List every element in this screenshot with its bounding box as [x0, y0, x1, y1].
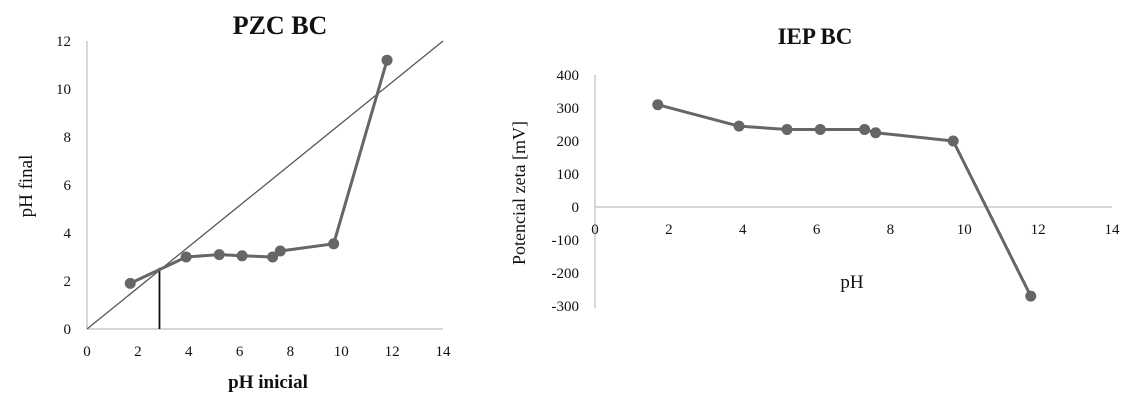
iep-y-tick-label: 200	[557, 134, 580, 150]
iep-data-point	[652, 99, 664, 111]
pzc-y-tick-label: 10	[56, 82, 71, 98]
pzc-x-tick-label: 0	[83, 344, 91, 360]
iep-chart: IEP BC pH Potencial zeta [mV] 0 2 4 6 8 10 12 1…	[509, 24, 1120, 315]
pzc-y-tick-label: 2	[64, 274, 72, 290]
pzc-data-point	[328, 238, 340, 250]
iep-series-line	[657, 103, 1033, 297]
iep-y-ticks: 400 300 200 100 0 -100 -200 -300	[552, 68, 580, 315]
iep-x-tick-label: 0	[591, 222, 599, 238]
pzc-y-tick-label: 0	[64, 322, 72, 338]
iep-data-point	[781, 123, 793, 135]
iep-data-point	[859, 123, 871, 135]
iep-data-point	[733, 120, 745, 132]
iep-points	[652, 99, 1037, 302]
pzc-reference-line	[86, 40, 444, 330]
iep-x-tick-label: 10	[957, 222, 972, 238]
pzc-x-tick-label: 10	[334, 344, 349, 360]
iep-data-point	[870, 127, 882, 139]
pzc-x-ticks: 0 2 4 6 8 10 12 14	[83, 344, 451, 360]
pzc-x-tick-label: 14	[436, 344, 452, 360]
pzc-data-point	[236, 250, 248, 262]
iep-data-point	[814, 123, 826, 135]
pzc-y-ticks: 0 2 4 6 8 10 12	[56, 34, 72, 338]
pzc-x-tick-label: 6	[236, 344, 244, 360]
pzc-data-point	[124, 277, 136, 289]
pzc-chart-title: PZC BC	[233, 11, 328, 40]
iep-chart-title: IEP BC	[778, 24, 853, 49]
iep-x-tick-label: 8	[887, 222, 895, 238]
pzc-series-line	[129, 59, 389, 285]
iep-y-tick-label: 100	[557, 167, 580, 183]
iep-x-tick-label: 6	[813, 222, 821, 238]
pzc-data-point	[267, 251, 279, 263]
pzc-y-tick-label: 6	[64, 178, 72, 194]
pzc-y-axis-label: pH final	[16, 155, 37, 218]
pzc-y-tick-label: 12	[56, 34, 71, 50]
pzc-x-tick-label: 2	[134, 344, 142, 360]
pzc-points	[124, 54, 393, 289]
iep-y-tick-label: 300	[557, 101, 580, 117]
pzc-x-axis-label: pH inicial	[228, 372, 308, 393]
iep-x-tick-label: 14	[1105, 222, 1121, 238]
iep-x-tick-label: 12	[1031, 222, 1046, 238]
pzc-x-tick-label: 4	[185, 344, 193, 360]
pzc-data-point	[180, 251, 192, 263]
iep-data-point	[947, 135, 959, 147]
pzc-x-tick-label: 8	[287, 344, 295, 360]
pzc-chart: PZC BC pH inicial pH final 0 2 4 6 8 10 12 14 0…	[16, 11, 451, 393]
iep-x-tick-label: 4	[739, 222, 747, 238]
pzc-data-point	[213, 249, 225, 261]
pzc-y-tick-label: 4	[64, 226, 72, 242]
iep-y-tick-label: 400	[557, 68, 580, 84]
pzc-x-tick-label: 12	[385, 344, 400, 360]
iep-x-tick-label: 2	[665, 222, 673, 238]
iep-y-tick-label: -300	[552, 299, 580, 315]
pzc-data-point	[381, 54, 393, 66]
iep-y-tick-label: 0	[572, 200, 580, 216]
iep-data-point	[1025, 290, 1037, 302]
pzc-y-tick-label: 8	[64, 130, 72, 146]
iep-x-ticks: 0 2 4 6 8 10 12 14	[591, 222, 1120, 238]
iep-y-tick-label: -200	[552, 266, 580, 282]
iep-y-tick-label: -100	[552, 233, 580, 249]
iep-x-axis-label: pH	[840, 272, 864, 293]
pzc-data-point	[274, 245, 286, 257]
iep-y-axis-label: Potencial zeta [mV]	[509, 121, 529, 265]
